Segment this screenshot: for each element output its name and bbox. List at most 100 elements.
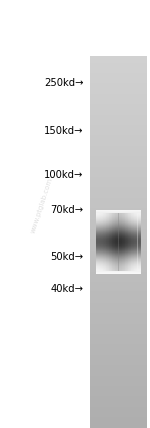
Bar (90, 161, 147, 162)
Bar (90, 149, 147, 150)
Bar (90, 61, 147, 62)
Bar (90, 318, 147, 319)
Bar (90, 167, 147, 169)
Bar (105, 213, 106, 271)
Bar (90, 378, 147, 380)
Bar (96, 227, 141, 228)
Bar (90, 270, 147, 272)
Bar (90, 256, 147, 257)
Bar (90, 84, 147, 86)
Bar (122, 213, 123, 271)
Bar (96, 260, 141, 261)
Bar (90, 104, 147, 105)
Bar (90, 150, 147, 151)
Bar (90, 187, 147, 188)
Bar (90, 391, 147, 392)
Bar (90, 191, 147, 192)
Bar (96, 221, 141, 222)
Bar (90, 123, 147, 124)
Bar (90, 89, 147, 90)
Bar (90, 336, 147, 337)
Bar (90, 264, 147, 265)
Bar (90, 202, 147, 203)
Bar (90, 175, 147, 176)
Bar (90, 181, 147, 182)
Bar (90, 248, 147, 249)
Bar (90, 416, 147, 417)
Bar (90, 314, 147, 315)
Bar (90, 220, 147, 221)
Bar (90, 192, 147, 193)
Bar (90, 222, 147, 223)
Bar (90, 418, 147, 419)
Bar (90, 310, 147, 311)
Bar (90, 203, 147, 205)
Text: 100kd→: 100kd→ (44, 170, 83, 181)
Bar (90, 63, 147, 64)
Bar (90, 288, 147, 289)
Bar (90, 163, 147, 165)
Bar (96, 247, 141, 248)
Bar (96, 216, 141, 217)
Bar (90, 419, 147, 421)
Bar (90, 342, 147, 344)
Bar (96, 256, 141, 257)
Bar (90, 290, 147, 291)
Bar (90, 388, 147, 389)
Bar (90, 92, 147, 93)
Bar (90, 79, 147, 80)
Bar (133, 213, 134, 271)
Bar (131, 213, 132, 271)
Bar (96, 242, 141, 243)
Bar (115, 213, 116, 271)
Bar (90, 146, 147, 148)
Bar (109, 213, 110, 271)
Bar (96, 245, 141, 246)
Bar (90, 285, 147, 286)
Bar (90, 278, 147, 279)
Bar (90, 389, 147, 391)
Bar (90, 381, 147, 382)
Bar (90, 323, 147, 324)
Bar (90, 90, 147, 92)
Bar (90, 293, 147, 294)
Bar (90, 362, 147, 363)
Bar (90, 372, 147, 373)
Bar (96, 235, 141, 236)
Bar (96, 268, 141, 269)
Bar (96, 217, 141, 218)
Bar (90, 159, 147, 160)
Bar (90, 156, 147, 158)
Bar (96, 271, 141, 272)
Bar (90, 87, 147, 88)
Bar (90, 68, 147, 69)
Bar (96, 223, 141, 224)
Bar (139, 213, 140, 271)
Bar (90, 226, 147, 227)
Bar (90, 315, 147, 316)
Bar (90, 340, 147, 341)
Bar (98, 213, 99, 271)
Bar (90, 239, 147, 241)
Bar (90, 115, 147, 116)
Bar (90, 324, 147, 325)
Bar (90, 312, 147, 314)
Bar (90, 382, 147, 383)
Bar (96, 220, 141, 221)
Bar (96, 244, 141, 245)
Bar (90, 421, 147, 422)
Bar (90, 199, 147, 201)
Bar (114, 213, 115, 271)
Bar (90, 128, 147, 129)
Bar (134, 213, 135, 271)
Bar (90, 300, 147, 301)
Bar (112, 213, 113, 271)
Bar (90, 334, 147, 335)
Bar (90, 272, 147, 273)
Bar (108, 213, 109, 271)
Bar (90, 65, 147, 67)
Bar (90, 216, 147, 217)
Bar (90, 170, 147, 171)
Bar (96, 258, 141, 259)
Bar (96, 226, 141, 227)
